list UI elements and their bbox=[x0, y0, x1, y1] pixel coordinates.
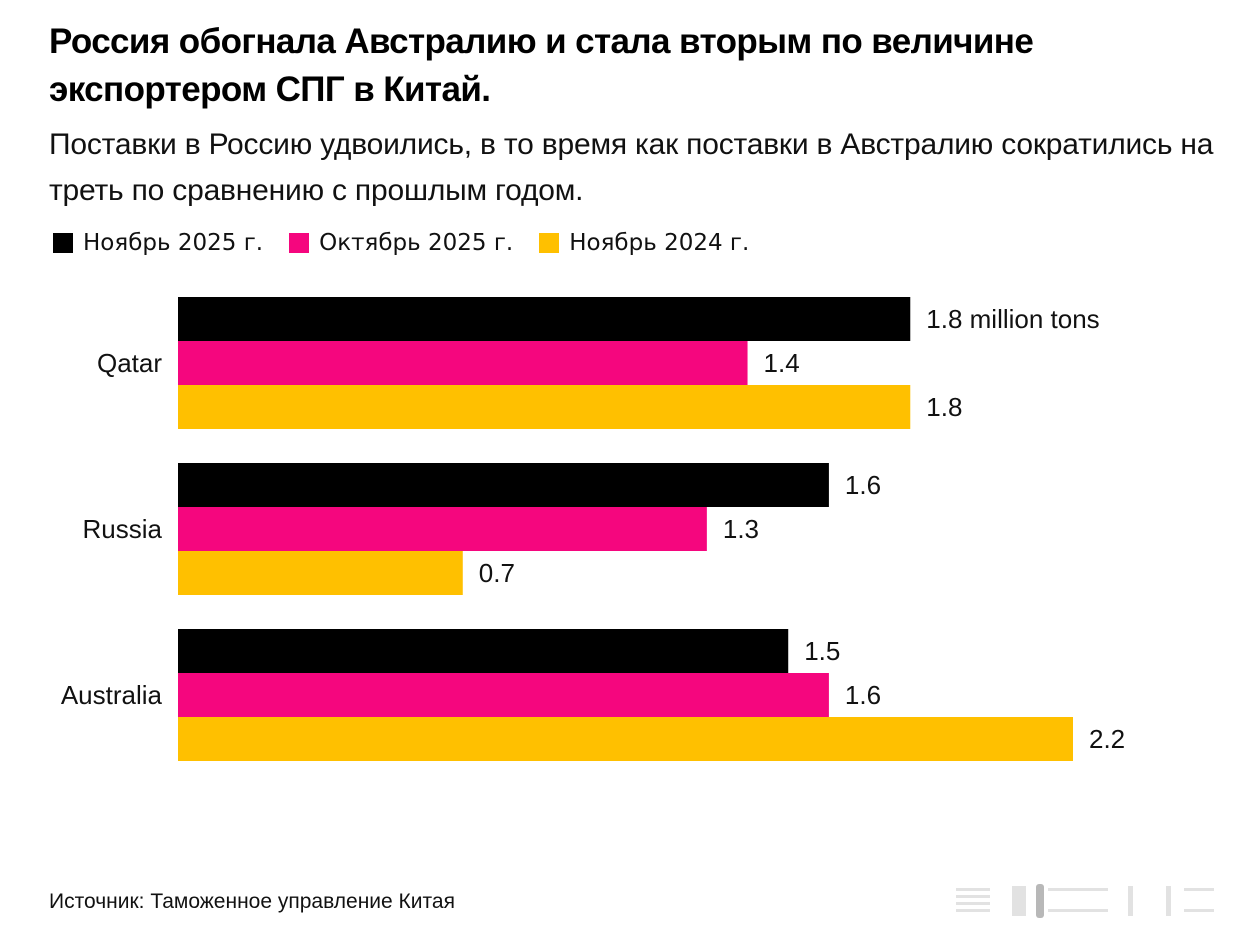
value-label-australia-series-0: 1.5 bbox=[804, 636, 840, 666]
legend-label-nov-2024: Ноябрь 2024 г. bbox=[569, 230, 750, 256]
legend-item-oct-2025: Октябрь 2025 г. bbox=[289, 230, 513, 256]
legend-swatch-nov-2025 bbox=[53, 233, 73, 253]
value-label-australia-series-2: 2.2 bbox=[1089, 724, 1125, 754]
bar-australia-series-1 bbox=[178, 673, 829, 717]
value-label-qatar-series-2: 1.8 bbox=[926, 392, 962, 422]
value-label-russia-series-1: 1.3 bbox=[723, 514, 759, 544]
legend-label-nov-2025: Ноябрь 2025 г. bbox=[83, 230, 264, 256]
legend-label-oct-2025: Октябрь 2025 г. bbox=[319, 230, 514, 256]
bar-russia-series-1 bbox=[178, 507, 707, 551]
legend-swatch-nov-2024 bbox=[539, 233, 560, 253]
bar-qatar-series-0 bbox=[178, 297, 911, 341]
bar-russia-series-2 bbox=[178, 551, 463, 595]
value-label-russia-series-2: 0.7 bbox=[479, 558, 515, 588]
bar-australia-series-2 bbox=[178, 717, 1073, 761]
value-label-qatar-series-1: 1.4 bbox=[764, 348, 800, 378]
category-label-australia: Australia bbox=[61, 680, 163, 710]
chart-title: Россия обогнала Австралию и стала вторым… bbox=[49, 22, 1034, 109]
bar-australia-series-0 bbox=[178, 629, 789, 673]
bar-qatar-series-2 bbox=[178, 385, 911, 429]
legend: Ноябрь 2025 г. Октябрь 2025 г. Ноябрь 20… bbox=[53, 226, 775, 260]
publisher-logo-mark bbox=[956, 884, 1214, 918]
legend-item-nov-2024: Ноябрь 2024 г. bbox=[539, 230, 749, 256]
bar-chart: Qatar 1.8 million tons 1.4 1.8 Russia 1.6 1.3 0… bbox=[61, 297, 1125, 761]
legend-swatch-oct-2025 bbox=[289, 233, 310, 253]
bar-qatar-series-1 bbox=[178, 341, 748, 385]
value-label-russia-series-0: 1.6 bbox=[845, 470, 881, 500]
value-label-qatar-series-0: 1.8 million tons bbox=[926, 304, 1099, 334]
bar-russia-series-0 bbox=[178, 463, 829, 507]
value-label-australia-series-1: 1.6 bbox=[845, 680, 881, 710]
category-label-qatar: Qatar bbox=[97, 348, 162, 378]
category-label-russia: Russia bbox=[83, 514, 163, 544]
source-note: Источник: Таможенное управление Китая bbox=[49, 890, 455, 913]
legend-item-nov-2025: Ноябрь 2025 г. bbox=[53, 230, 263, 256]
chart-subtitle: Поставки в Россию удвоились, в то время … bbox=[49, 128, 1214, 207]
